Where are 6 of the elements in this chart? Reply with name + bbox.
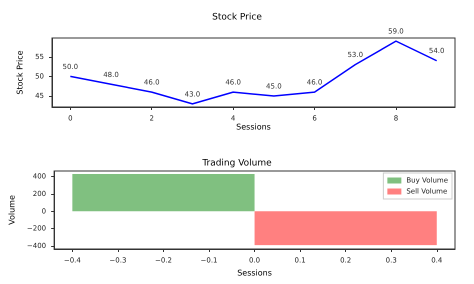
y-axis-title: Volume bbox=[8, 195, 16, 225]
chart-title: Trading Volume bbox=[201, 158, 272, 168]
y-axis-title: Stock Price bbox=[16, 50, 24, 95]
x-axis-title: Sessions bbox=[237, 268, 272, 278]
x-axis-title: Sessions bbox=[236, 122, 271, 132]
chart-title: Stock Price bbox=[212, 12, 262, 22]
